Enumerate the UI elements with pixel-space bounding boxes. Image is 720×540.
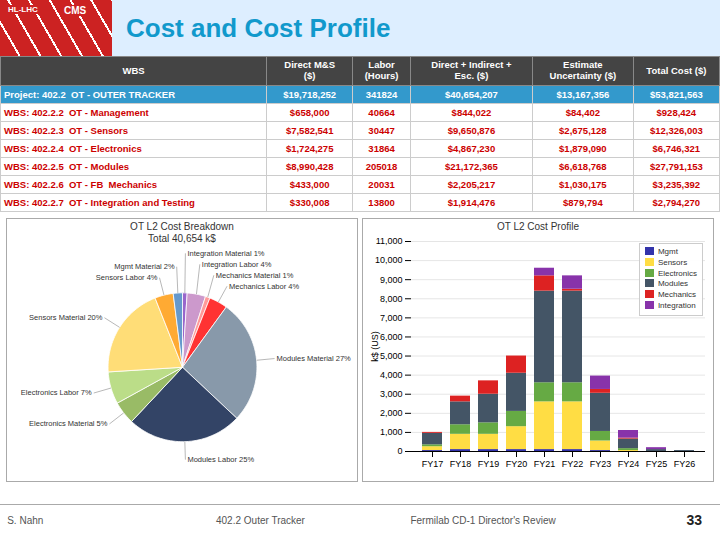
html-text:$4,867,230: $4,867,230	[447, 143, 496, 154]
html-text:$330,008: $330,008	[289, 197, 330, 208]
svg-text:Sensors Labor 4%: Sensors Labor 4%	[96, 273, 158, 282]
html-text:$19,718,252: $19,718,252	[283, 89, 337, 100]
html-text:205018: 205018	[365, 161, 398, 172]
html-text:HL-LHC: HL-LHC	[8, 5, 38, 14]
html-text:WBS: 402.2.4 OT - Electronics: WBS: 402.2.4 OT - Electronics	[4, 143, 142, 154]
html-text:$7,582,541: $7,582,541	[285, 125, 334, 136]
html-text:$879,794: $879,794	[563, 197, 603, 208]
html-text:Electronics: Electronics	[657, 268, 697, 278]
html-text:WBS: 402.2.6 OT - FB Mechanics: WBS: 402.2.6 OT - FB Mechanics	[4, 179, 158, 190]
html-text:13800: 13800	[368, 197, 395, 208]
html-text:$1,030,175: $1,030,175	[559, 179, 607, 190]
svg-text:0: 0	[397, 446, 402, 456]
html-text:Estimate Uncertainty ($): Estimate Uncertainty ($)	[549, 59, 617, 81]
svg-text:8,000: 8,000	[380, 294, 403, 304]
svg-text:Integration Labor 4%: Integration Labor 4%	[202, 260, 272, 269]
svg-text:Mechanics Material 1%: Mechanics Material 1%	[216, 271, 294, 280]
html-text:Total Cost ($): Total Cost ($)	[646, 64, 707, 76]
html-text:Direct + Indirect + Esc. ($): Direct + Indirect + Esc. ($)	[431, 59, 512, 81]
html-text:$1,914,476: $1,914,476	[447, 197, 496, 208]
html-text:WBS: 402.2.3 OT - Sensors: WBS: 402.2.3 OT - Sensors	[4, 125, 129, 136]
html-text:$40,654,207: $40,654,207	[445, 89, 498, 100]
html-text:$2,675,128: $2,675,128	[559, 125, 607, 136]
svg-text:FY19: FY19	[478, 459, 500, 469]
svg-text:Modules Material 27%: Modules Material 27%	[277, 354, 352, 363]
html-text:$928,424: $928,424	[656, 107, 697, 118]
html-text:WBS: 402.2.7 OT - Integration: WBS: 402.2.7 OT - Integration and Testin…	[4, 197, 195, 208]
html-text:$8,990,428: $8,990,428	[285, 161, 334, 172]
html-text:Direct M&S ($): Direct M&S ($)	[284, 59, 335, 81]
html-text:$658,000: $658,000	[289, 107, 330, 118]
html-text:S. Nahn: S. Nahn	[7, 515, 44, 526]
html-text:$13,167,356: $13,167,356	[556, 89, 610, 100]
html-text:341824: 341824	[365, 89, 398, 100]
svg-text:9,000: 9,000	[380, 275, 403, 285]
html-text:OT L2 Cost Profile: OT L2 Cost Profile	[497, 221, 579, 232]
html-text:$1,724,275: $1,724,275	[285, 143, 334, 154]
html-text:$844,022: $844,022	[451, 107, 492, 118]
html-text:WBS: 402.2.5 OT - Modules: WBS: 402.2.5 OT - Modules	[4, 161, 130, 172]
html-text:$21,172,365: $21,172,365	[445, 161, 498, 172]
html-text:$53,821,563: $53,821,563	[649, 89, 703, 100]
html-text:WBS: 402.2.2 OT - Management: WBS: 402.2.2 OT - Management	[4, 107, 149, 118]
html-text:OT L2 Cost Breakdown Total 40,: OT L2 Cost Breakdown Total 40,654 k$	[130, 221, 234, 244]
svg-text:FY22: FY22	[562, 459, 584, 469]
html-text:$3,235,392: $3,235,392	[652, 179, 701, 190]
html-text:Project: 402.2 OT - OUTER TRAC: Project: 402.2 OT - OUTER TRACKER	[4, 89, 175, 100]
html-text:$2,794,270: $2,794,270	[652, 197, 701, 208]
svg-text:3,000: 3,000	[380, 389, 403, 399]
svg-text:Mechanics Labor 4%: Mechanics Labor 4%	[229, 282, 299, 291]
html-text:Fermilab CD-1 Director's Revie: Fermilab CD-1 Director's Review	[410, 515, 556, 526]
html-text:$1,879,090: $1,879,090	[559, 143, 607, 154]
svg-text:11,000: 11,000	[376, 236, 403, 246]
svg-text:Electronics Material 5%: Electronics Material 5%	[29, 419, 108, 428]
svg-text:FY18: FY18	[450, 459, 472, 469]
html-text:Labor (Hours): Labor (Hours)	[364, 59, 399, 81]
html-text:Cost and Cost Profile: Cost and Cost Profile	[126, 12, 391, 43]
html-text:$27,791,153: $27,791,153	[649, 161, 703, 172]
svg-text:2,000: 2,000	[380, 408, 403, 418]
html-text:$6,746,321: $6,746,321	[652, 143, 701, 154]
svg-text:7,000: 7,000	[380, 313, 403, 323]
html-text:33: 33	[686, 512, 702, 528]
html-text:$6,618,768: $6,618,768	[559, 161, 607, 172]
html-text:WBS: WBS	[122, 64, 145, 76]
html-text:$12,326,003: $12,326,003	[649, 125, 703, 136]
svg-text:1,000: 1,000	[380, 427, 403, 437]
html-text:Modules: Modules	[657, 279, 689, 289]
svg-text:FY17: FY17	[422, 459, 444, 469]
html-text:$2,205,217: $2,205,217	[447, 179, 496, 190]
svg-text:6,000: 6,000	[380, 332, 403, 342]
svg-text:FY24: FY24	[618, 459, 640, 469]
html-text:Mechanics: Mechanics	[657, 290, 697, 300]
svg-text:FY26: FY26	[674, 459, 696, 469]
html-text:Mgmt: Mgmt	[657, 247, 678, 256]
svg-text:10,000: 10,000	[375, 255, 403, 265]
svg-text:FY20: FY20	[506, 459, 528, 469]
html-text:40664: 40664	[368, 107, 395, 118]
html-text:20031: 20031	[368, 179, 395, 190]
svg-text:FY21: FY21	[534, 459, 556, 469]
svg-text:4,000: 4,000	[380, 370, 403, 380]
html-text:$433,000: $433,000	[289, 179, 330, 190]
svg-text:k$ (US): k$ (US)	[370, 331, 380, 362]
html-text:402.2 Outer Tracker: 402.2 Outer Tracker	[216, 515, 305, 526]
html-text:31864: 31864	[368, 143, 395, 154]
svg-text:FY23: FY23	[590, 459, 612, 469]
svg-text:FY25: FY25	[646, 459, 668, 469]
html-text:Sensors: Sensors	[657, 257, 688, 267]
html-text:$84,402: $84,402	[565, 107, 600, 118]
html-text:Integration: Integration	[657, 301, 696, 310]
html-text:$9,650,876: $9,650,876	[447, 125, 496, 136]
svg-text:Mgmt Material 2%: Mgmt Material 2%	[114, 262, 175, 271]
html-text:CMS: CMS	[64, 5, 87, 16]
html-text:30447: 30447	[368, 125, 395, 136]
svg-text:Electronics Labor 7%: Electronics Labor 7%	[21, 388, 92, 397]
svg-text:Modules Labor 25%: Modules Labor 25%	[187, 455, 254, 464]
svg-text:Integration Material 1%: Integration Material 1%	[187, 249, 264, 258]
svg-text:Sensors Material 20%: Sensors Material 20%	[29, 313, 103, 322]
svg-text:5,000: 5,000	[380, 351, 403, 361]
